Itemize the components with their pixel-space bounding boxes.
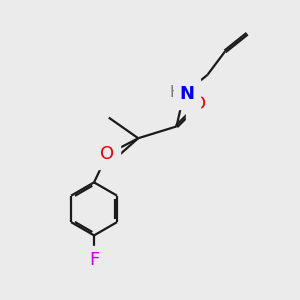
Text: O: O — [100, 146, 114, 164]
Text: N: N — [179, 85, 194, 103]
Text: H: H — [169, 85, 181, 100]
Text: O: O — [191, 95, 206, 113]
Text: F: F — [89, 251, 99, 269]
